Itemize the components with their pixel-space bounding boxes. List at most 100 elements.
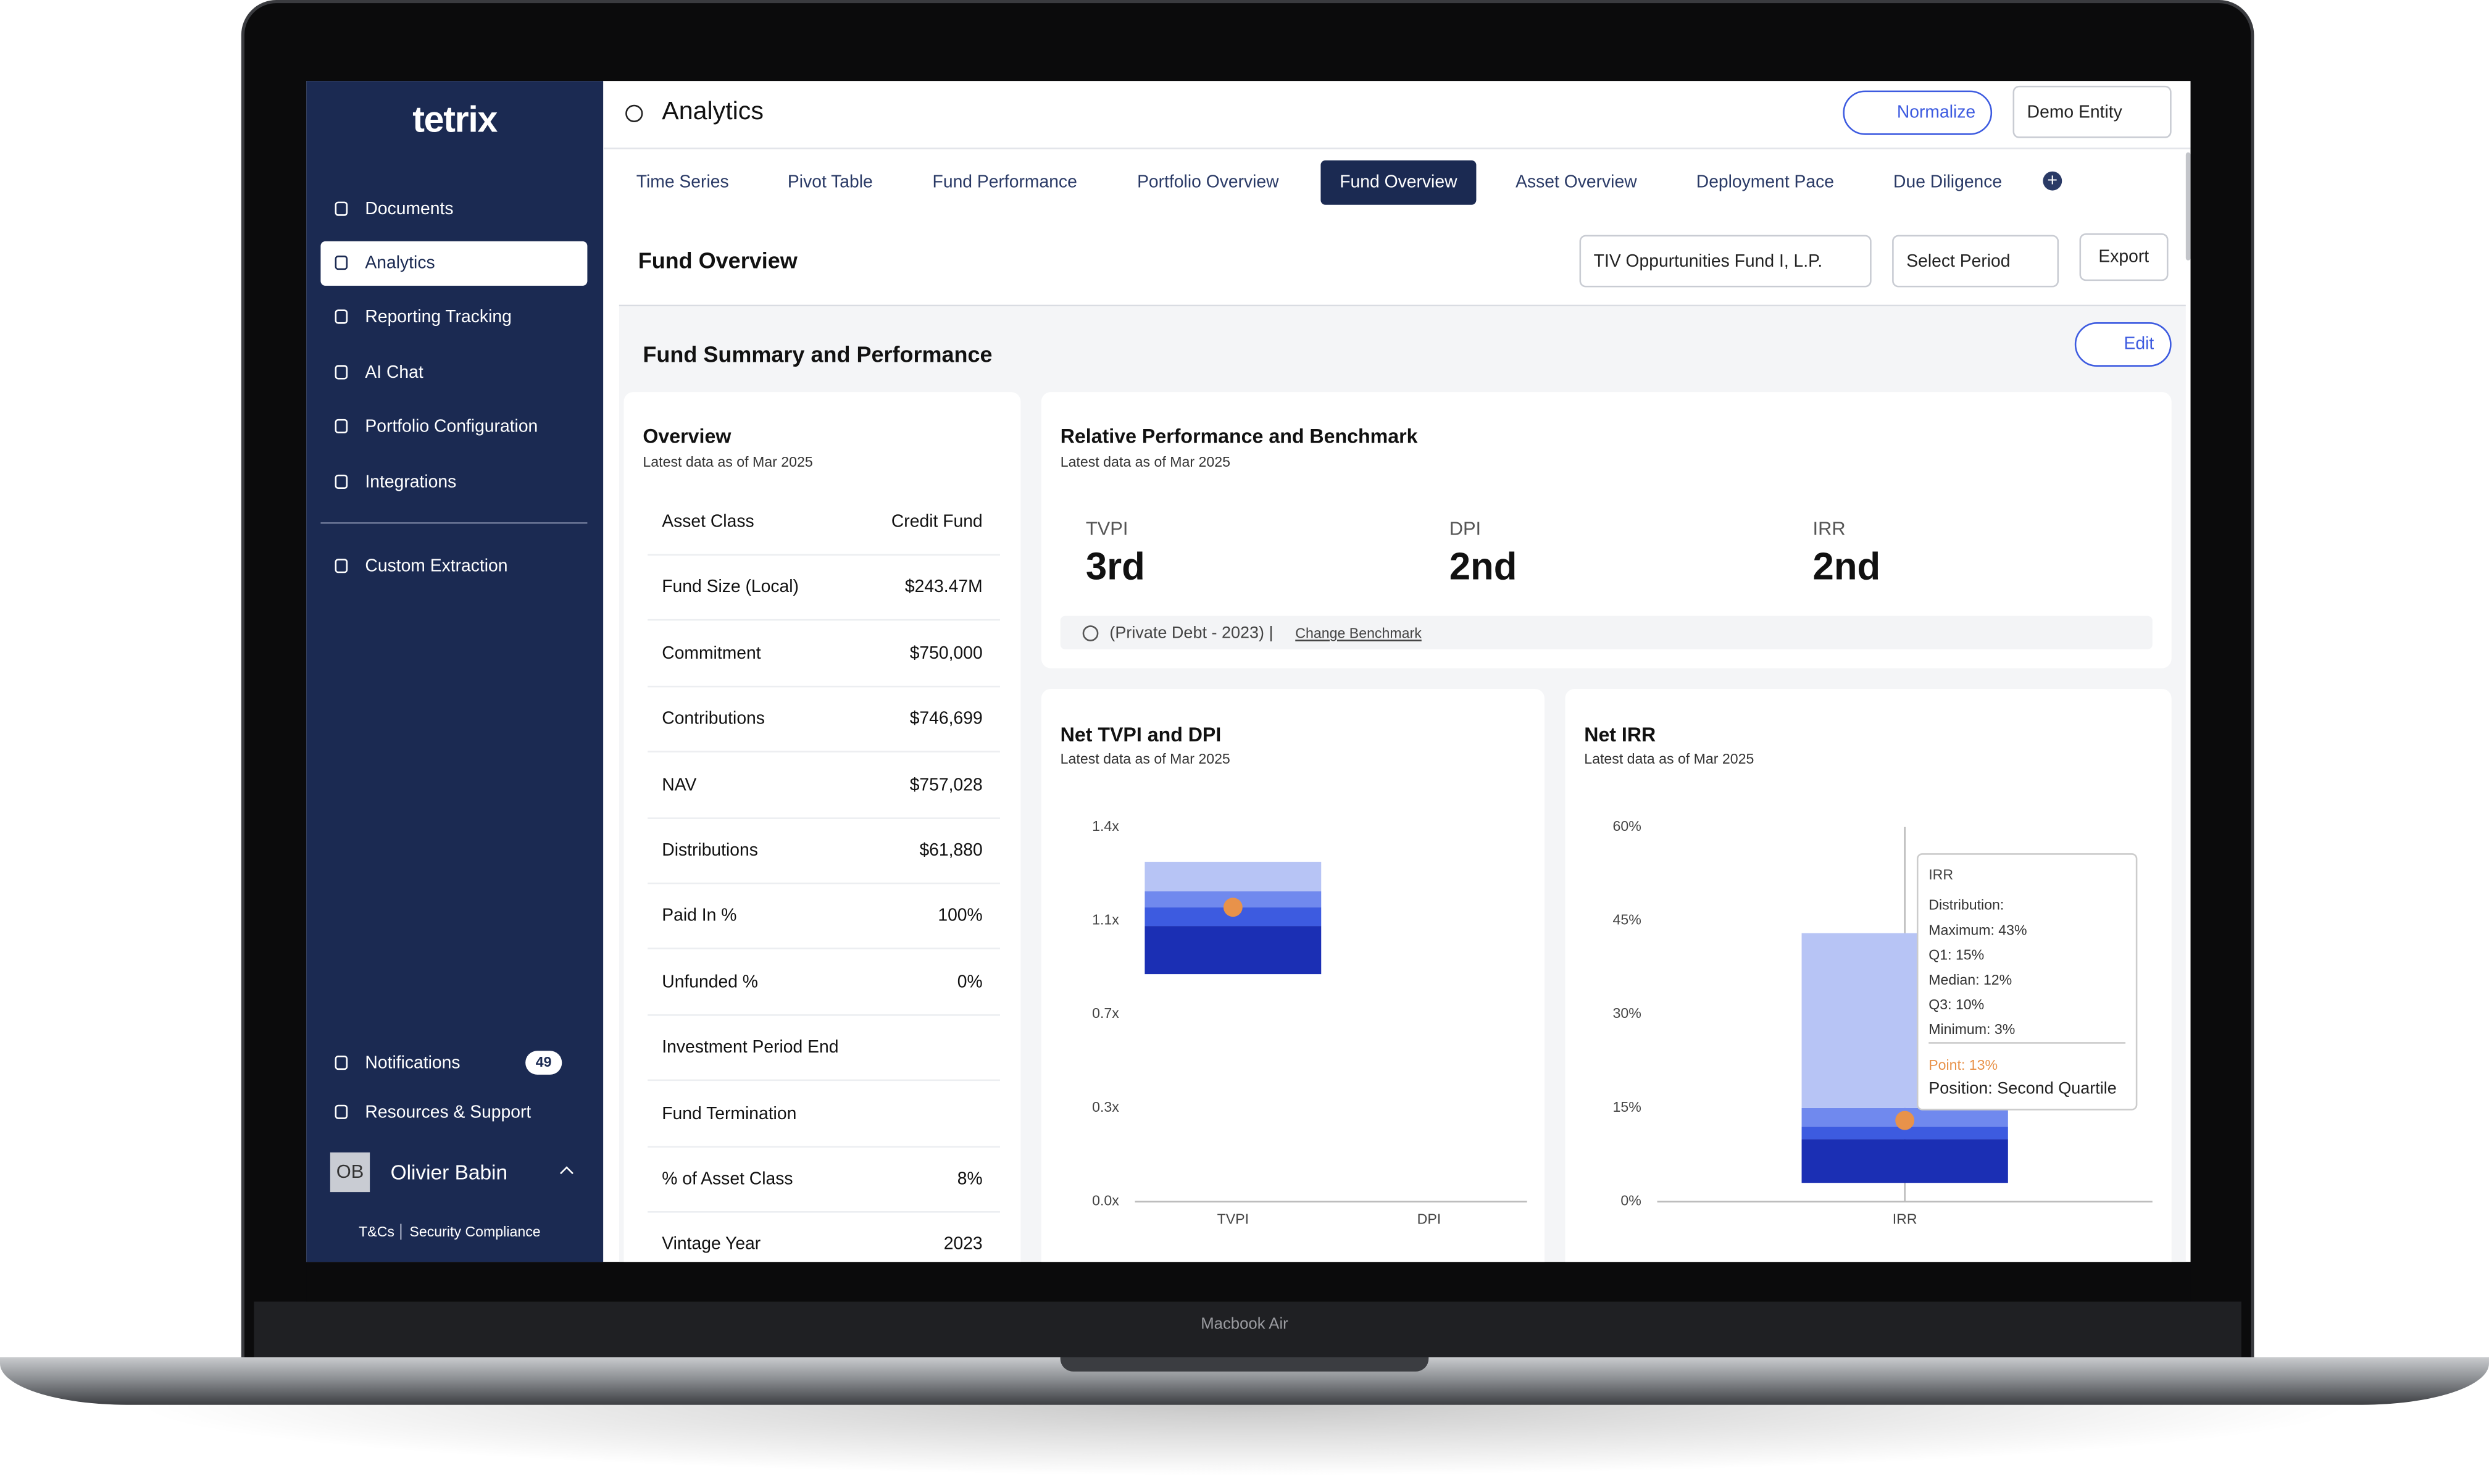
row-label: Contributions (662, 709, 765, 729)
tab[interactable]: Portfolio Overview (1137, 173, 1279, 193)
tooltip-line: Q3: 10% (1928, 996, 1984, 1012)
point (1223, 898, 1243, 917)
row-value: Credit Fund (891, 512, 983, 532)
overview-title: Overview (643, 425, 732, 448)
point (1895, 1111, 1915, 1130)
laptop-shadow (127, 1404, 2362, 1477)
section-title: Fund Summary and Performance (643, 341, 993, 367)
x-tick-label: IRR (1893, 1211, 1917, 1227)
tooltip-line: Minimum: 3% (1928, 1021, 2015, 1037)
sidebar-divider (320, 522, 588, 524)
fund-select[interactable]: TIV Oppurtunities Fund I, L.P. (1579, 235, 1872, 288)
nav-item[interactable]: Custom Extraction (320, 544, 587, 589)
chart: Net IRR Latest data as of Mar 2025 0% 15% 30… (1584, 723, 2153, 1227)
row-value: $757,028 (909, 775, 983, 795)
metric-value: 2nd (1812, 546, 1881, 589)
tooltip-line: Maximum: 43% (1928, 922, 2027, 938)
row-divider (648, 619, 1000, 622)
nav-item[interactable]: Resources & Support (320, 1091, 587, 1135)
tooltip-heading: Distribution: (1928, 896, 2004, 912)
user-name[interactable]: Olivier Babin (390, 1160, 508, 1185)
row-label: Distributions (662, 841, 758, 861)
footer-link[interactable]: Security Compliance (409, 1223, 541, 1240)
header-divider (603, 148, 2191, 149)
nav-item[interactable]: Reporting Tracking (320, 295, 587, 340)
edit-button[interactable]: Edit (2074, 322, 2172, 367)
y-tick-label: 1.1x (1092, 912, 1119, 928)
nav-label: Documents (365, 199, 454, 219)
tab[interactable]: Due Diligence (1893, 173, 2003, 193)
overview-card (623, 392, 1021, 1282)
benchmark-title: Relative Performance and Benchmark (1060, 425, 1418, 448)
row-label: Asset Class (662, 512, 754, 532)
tab[interactable]: Asset Overview (1515, 173, 1637, 193)
tooltip-line: Q1: 15% (1928, 947, 1984, 963)
laptop-bottom-bezel (254, 1301, 2241, 1359)
nav-icon (335, 559, 348, 573)
period-select[interactable]: Select Period (1892, 235, 2059, 288)
row-value: $61,880 (919, 841, 983, 861)
row-divider (648, 751, 1000, 753)
box-segment (1144, 862, 1322, 891)
nav-item[interactable]: AI Chat (320, 351, 587, 395)
x-tick-label: DPI (1417, 1211, 1441, 1227)
box-segment (1144, 926, 1322, 975)
row-label: Unfunded % (662, 972, 758, 992)
chart-title: Net IRR (1584, 723, 1656, 746)
laptop-notch (1060, 1357, 1429, 1372)
nav-label: AI Chat (365, 363, 423, 383)
nav-icon (335, 419, 348, 433)
row-label: Vintage Year (662, 1235, 761, 1255)
row-divider (648, 1014, 1000, 1016)
chart-subtitle: Latest data as of Mar 2025 (1584, 751, 1754, 767)
y-tick-label: 0% (1620, 1193, 1641, 1209)
avatar: OB (330, 1152, 370, 1193)
header-title: Analytics (662, 98, 764, 126)
row-label: NAV (662, 775, 697, 795)
info-icon (1082, 625, 1099, 641)
tooltip-line: Median: 12% (1928, 972, 2012, 988)
overview-subtitle: Latest data as of Mar 2025 (643, 454, 813, 470)
tab[interactable]: Deployment Pace (1696, 173, 1835, 193)
export-button[interactable]: Export (2079, 233, 2169, 281)
notification-badge: 49 (525, 1051, 562, 1075)
y-tick-label: 0.3x (1092, 1099, 1119, 1115)
tab[interactable]: Pivot Table (787, 173, 873, 193)
change-benchmark-link[interactable]: Change Benchmark (1295, 625, 1422, 641)
nav-item[interactable]: Portfolio Configuration (320, 405, 587, 449)
normalize-button[interactable]: Normalize (1843, 90, 1993, 135)
add-tab[interactable]: + (2043, 171, 2062, 191)
footer-separator (399, 1223, 402, 1240)
chart: Net TVPI and DPI Latest data as of Mar 20… (1061, 723, 1527, 1227)
row-divider (648, 685, 1000, 687)
page-divider (619, 304, 2186, 307)
row-divider (648, 948, 1000, 950)
row-divider (648, 554, 1000, 556)
header-icon (625, 104, 643, 122)
nav-item[interactable]: Integrations (320, 461, 587, 505)
device-label: Macbook Air (1201, 1315, 1288, 1333)
tab[interactable]: Fund Performance (932, 173, 1077, 193)
tab[interactable]: Time Series (636, 173, 729, 193)
entity-select[interactable]: Demo Entity (2012, 85, 2172, 138)
nav-icon (335, 201, 348, 216)
nav-icon (335, 1104, 348, 1119)
y-tick-label: 30% (1613, 1005, 1641, 1021)
nav-item[interactable]: Analytics (320, 241, 588, 286)
tooltip: IRR Distribution: Maximum: 43% Q1: 15% Media… (1916, 853, 2138, 1111)
nav-item[interactable]: Documents (320, 187, 587, 231)
tab[interactable]: Fund Overview (1320, 160, 1477, 205)
nav-item[interactable]: Notifications (320, 1041, 587, 1086)
row-value: 0% (957, 972, 983, 992)
metric-label: DPI (1449, 517, 1482, 540)
nav-label: Resources & Support (365, 1103, 532, 1122)
row-label: Paid In % (662, 907, 737, 927)
box-segment (1801, 1127, 2008, 1140)
y-tick-label: 0.7x (1092, 1005, 1119, 1021)
tooltip-point: Point: 13% (1928, 1057, 1998, 1073)
row-divider (648, 817, 1000, 819)
box-segment (1801, 1139, 2008, 1183)
y-tick-label: 1.4x (1092, 818, 1119, 834)
footer-link[interactable]: T&Cs (359, 1223, 394, 1240)
